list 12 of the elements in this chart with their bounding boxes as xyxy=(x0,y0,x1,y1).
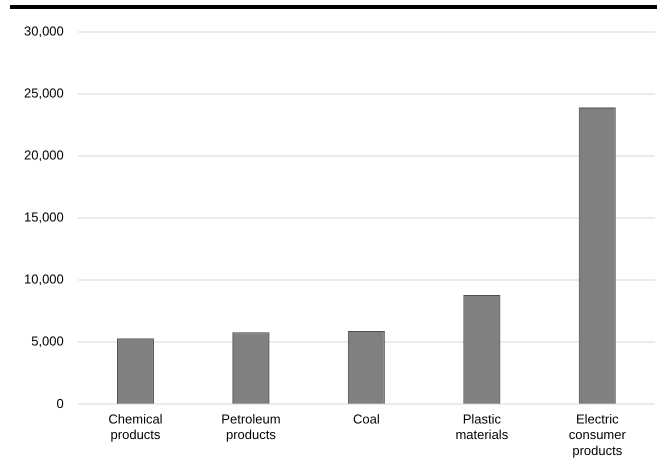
y-tick-label: 25,000 xyxy=(24,85,64,100)
x-tick-label: Chemical products xyxy=(108,412,163,442)
y-tick-label: 10,000 xyxy=(24,272,64,287)
y-tick-label: 5,000 xyxy=(31,334,64,349)
y-tick-label: 15,000 xyxy=(24,210,64,225)
y-tick-label: 30,000 xyxy=(24,23,64,38)
y-tick-label: 20,000 xyxy=(24,148,64,163)
x-tick-label: Coal xyxy=(353,412,380,427)
x-tick-label: Electric consumer products xyxy=(568,412,626,458)
x-tick-label: Petroleum products xyxy=(221,412,281,442)
x-tick-label: Plastic materials xyxy=(455,412,509,442)
y-tick-label: 0 xyxy=(56,396,64,411)
